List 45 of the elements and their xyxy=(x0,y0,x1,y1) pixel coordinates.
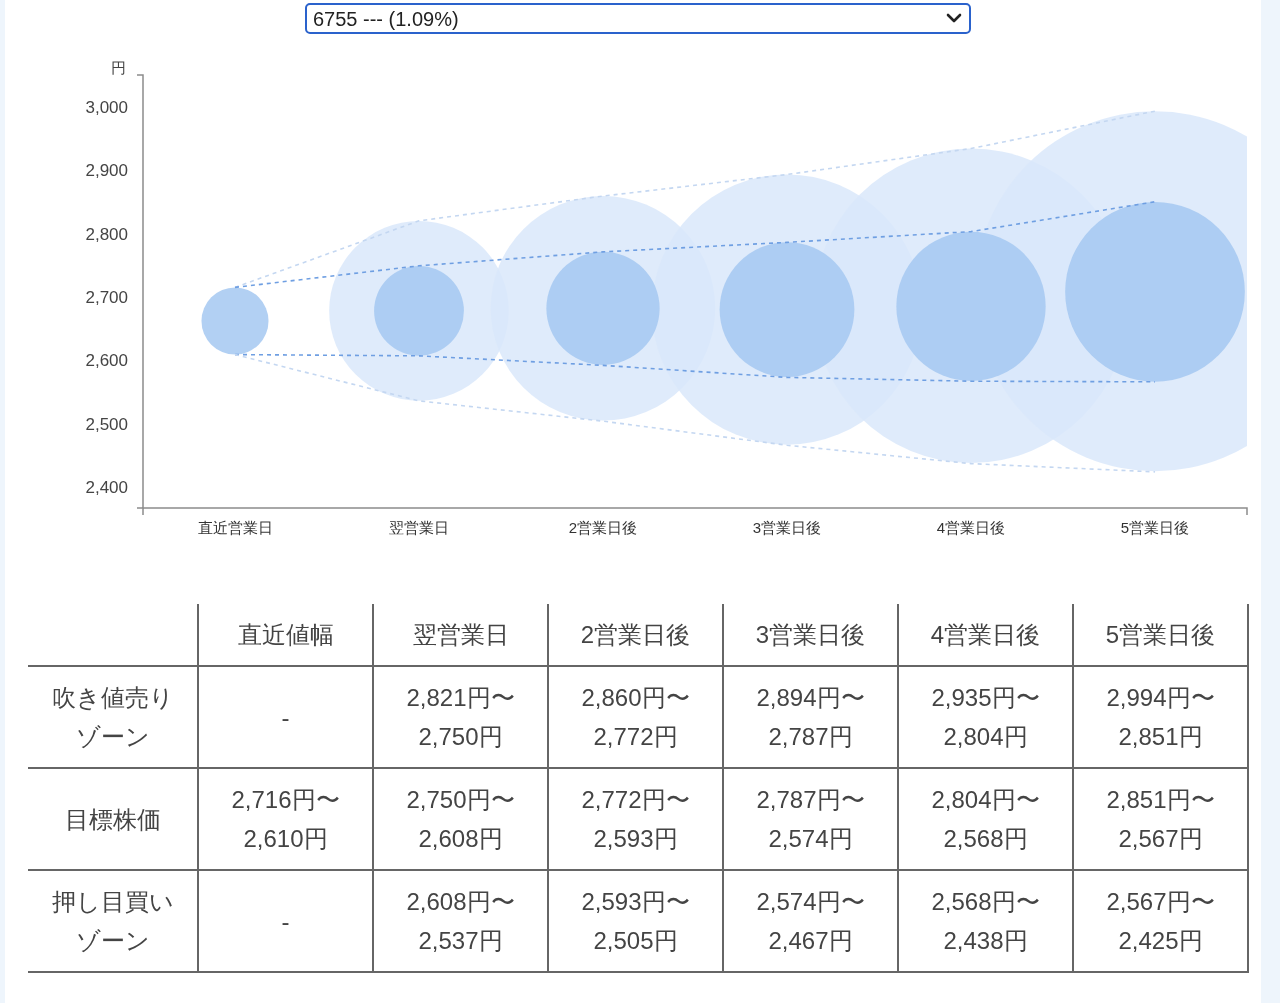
text: 2,567円〜2,425円 xyxy=(1106,888,1215,954)
text: 2,821円〜2,750円 xyxy=(406,684,515,750)
y-tick-label: 2,800 xyxy=(85,224,128,244)
x-tick-label: 4営業日後 xyxy=(898,604,1073,666)
x-tick-label: 5営業日後 xyxy=(1073,604,1248,666)
y-tick-label: 2,700 xyxy=(85,288,128,308)
y-tick-label: 吹き値売りゾーン xyxy=(28,666,198,768)
line-series xyxy=(234,200,1156,289)
y-axis-title: 円 xyxy=(111,59,126,76)
x-tick-label: 2営業日後 xyxy=(568,518,638,536)
line-series xyxy=(234,110,1156,289)
text: 2,716円〜2,610円 xyxy=(231,786,340,852)
y-tick-label: 3,000 xyxy=(85,97,128,117)
y-tick-label: 目標株価 xyxy=(28,768,198,870)
text: 2,894円〜2,787円 xyxy=(756,684,865,750)
text: 2,568円〜2,438円 xyxy=(931,888,1040,954)
x-tick-label: 5営業日後 xyxy=(1120,518,1190,536)
text: 2,787円〜2,574円 xyxy=(756,786,865,852)
line-series xyxy=(234,353,1156,473)
x-tick-label: 翌営業日 xyxy=(389,518,449,536)
text: 2,750円〜2,608円 xyxy=(406,786,515,852)
x-tick-label: 直近営業日 xyxy=(197,518,273,536)
text: 2,851円〜2,567円 xyxy=(1106,786,1215,852)
text: 2,608円〜2,537円 xyxy=(406,888,515,954)
text: 2,804円〜2,568円 xyxy=(931,786,1040,852)
x-tick-label: 2営業日後 xyxy=(548,604,723,666)
text: 2,574円〜2,467円 xyxy=(756,888,865,954)
x-tick-label: 3営業日後 xyxy=(752,518,822,536)
chart-title: 6755 --- (1.09%) xyxy=(313,7,459,31)
text: 2,772円〜2,593円 xyxy=(581,786,690,852)
x-tick-label: 翌営業日 xyxy=(373,604,548,666)
text: - xyxy=(281,907,290,935)
text: 2,994円〜2,851円 xyxy=(1106,684,1215,750)
x-tick-label: 直近値幅 xyxy=(198,604,373,666)
text: - xyxy=(281,703,290,731)
y-tick-label: 押し目買いゾーン xyxy=(28,870,198,972)
text: 2,860円〜2,772円 xyxy=(581,684,690,750)
y-tick-label: 2,400 xyxy=(85,478,128,498)
y-tick-label: 2,900 xyxy=(85,161,128,181)
y-tick-label: 2,500 xyxy=(85,414,128,434)
text: 2,593円〜2,505円 xyxy=(581,888,690,954)
x-tick-label: 3営業日後 xyxy=(723,604,898,666)
x-tick-label: 4営業日後 xyxy=(936,518,1006,536)
text: 2,935円〜2,804円 xyxy=(931,684,1040,750)
y-tick-label: 2,600 xyxy=(85,351,128,371)
